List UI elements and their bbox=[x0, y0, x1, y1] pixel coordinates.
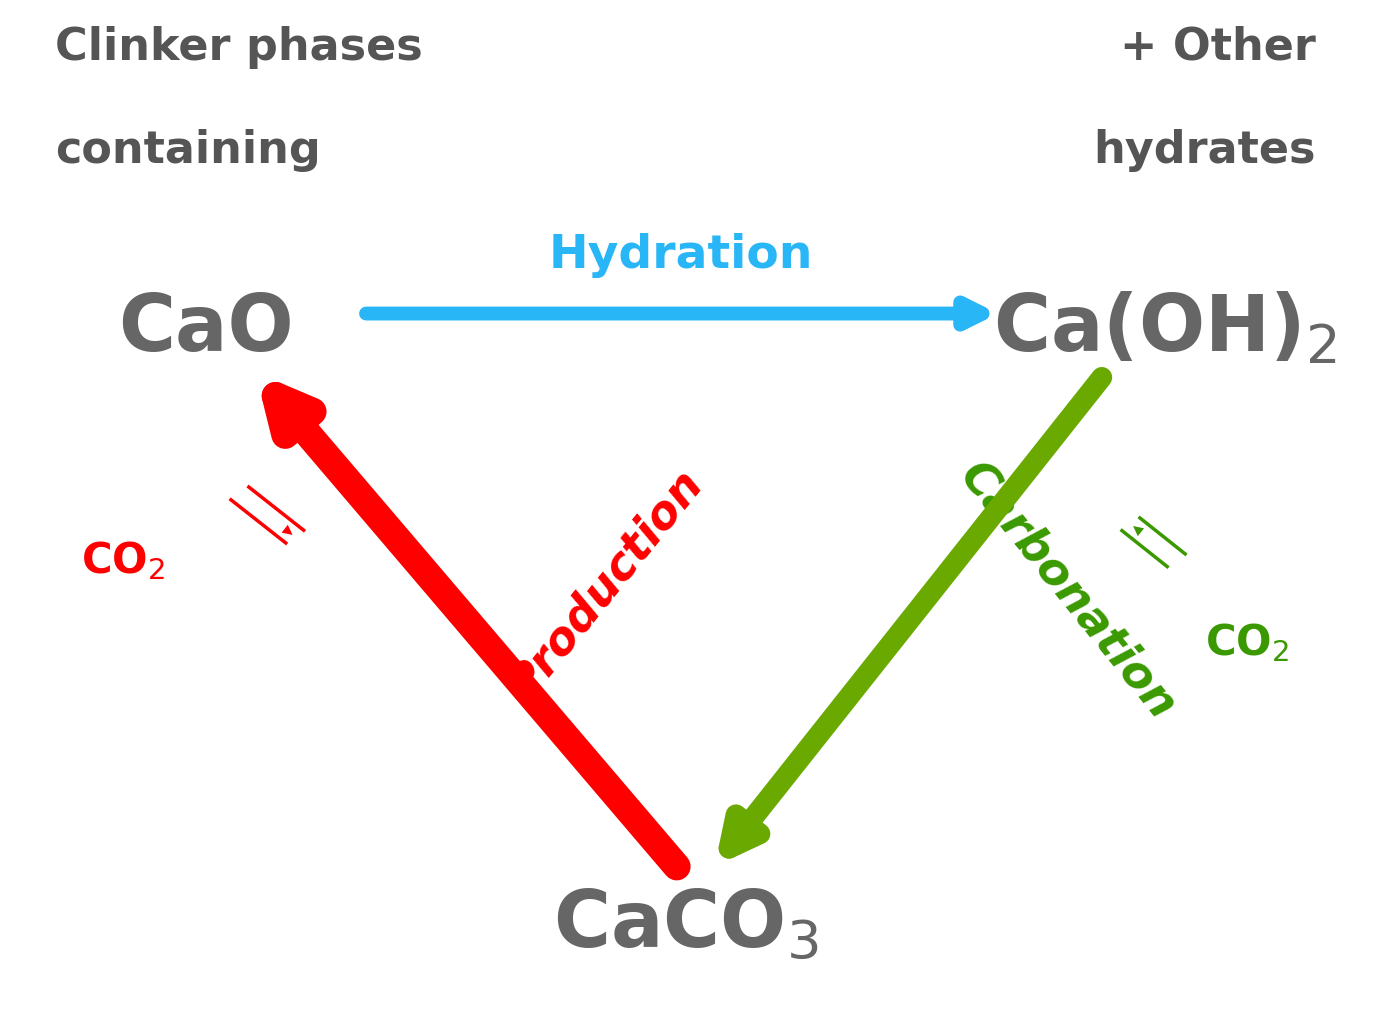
Text: CaO: CaO bbox=[117, 291, 293, 367]
Text: containing: containing bbox=[55, 128, 321, 172]
FancyArrowPatch shape bbox=[730, 377, 1101, 848]
Text: CaCO$_3$: CaCO$_3$ bbox=[553, 887, 818, 963]
Text: Carbonation: Carbonation bbox=[949, 453, 1184, 729]
Text: Clinker phases: Clinker phases bbox=[55, 26, 423, 69]
FancyArrowPatch shape bbox=[1133, 526, 1173, 558]
Text: hydrates: hydrates bbox=[1093, 128, 1316, 172]
Text: Ca(OH)$_2$: Ca(OH)$_2$ bbox=[994, 291, 1336, 367]
Text: CO$_2$: CO$_2$ bbox=[82, 539, 166, 582]
FancyArrowPatch shape bbox=[275, 396, 677, 867]
Text: Production: Production bbox=[500, 463, 712, 709]
Text: + Other: + Other bbox=[1121, 26, 1316, 69]
FancyArrowPatch shape bbox=[366, 302, 983, 325]
Text: CO$_2$: CO$_2$ bbox=[1205, 621, 1289, 664]
FancyArrowPatch shape bbox=[242, 495, 293, 535]
Text: Hydration: Hydration bbox=[549, 232, 814, 278]
